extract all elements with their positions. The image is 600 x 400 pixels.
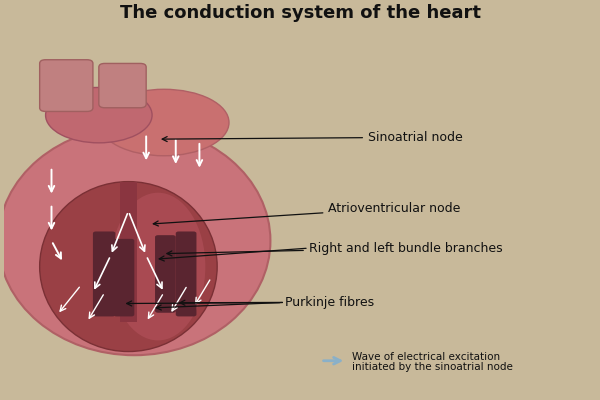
- Text: Sinoatrial node: Sinoatrial node: [162, 131, 463, 144]
- Text: Atrioventricular node: Atrioventricular node: [153, 202, 461, 226]
- FancyBboxPatch shape: [119, 182, 137, 322]
- Ellipse shape: [46, 88, 152, 143]
- Ellipse shape: [0, 126, 271, 355]
- Text: Right and left bundle branches: Right and left bundle branches: [167, 242, 503, 256]
- FancyBboxPatch shape: [155, 235, 176, 313]
- Ellipse shape: [99, 89, 229, 156]
- FancyBboxPatch shape: [99, 64, 146, 108]
- FancyBboxPatch shape: [176, 232, 196, 316]
- FancyBboxPatch shape: [40, 60, 93, 112]
- FancyBboxPatch shape: [93, 232, 115, 316]
- Title: The conduction system of the heart: The conduction system of the heart: [119, 4, 481, 22]
- Ellipse shape: [40, 182, 217, 352]
- Text: Wave of electrical excitation: Wave of electrical excitation: [352, 352, 500, 362]
- Text: Purkinje fibres: Purkinje fibres: [127, 296, 374, 309]
- Ellipse shape: [110, 193, 205, 340]
- Text: initiated by the sinoatrial node: initiated by the sinoatrial node: [352, 362, 513, 372]
- FancyBboxPatch shape: [113, 239, 134, 316]
